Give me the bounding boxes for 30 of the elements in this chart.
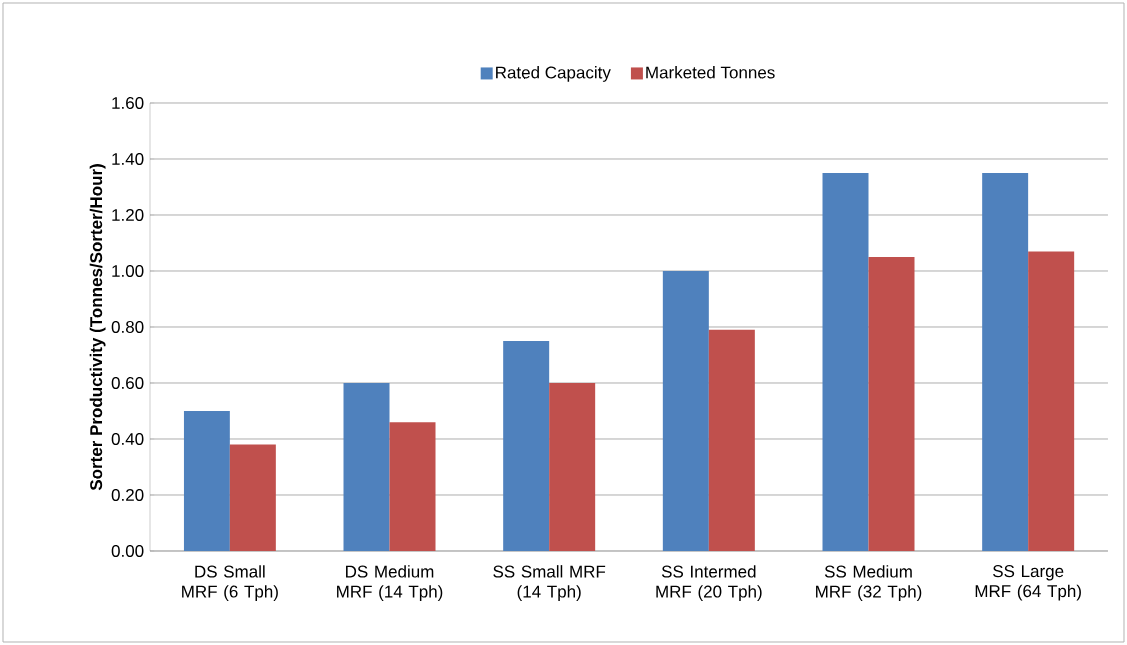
y-axis-title: Sorter Productivity (Tonnes/Sorter/Hour)	[89, 164, 106, 491]
x-tick-label: SS Large MRF (64 Tph)	[975, 565, 1081, 601]
x-tick-label: SS Medium MRF (32 Tph)	[816, 565, 922, 601]
bar	[868, 256, 915, 551]
bar	[822, 172, 869, 551]
bar	[549, 382, 596, 551]
bar	[503, 340, 550, 551]
bar	[982, 172, 1029, 551]
y-tick-label: 1.00	[112, 264, 144, 278]
legend-label: Rated Capacity	[496, 66, 611, 82]
y-tick-label: 1.60	[112, 96, 144, 110]
x-tick-label: SS Intermed MRF (20 Tph)	[656, 565, 762, 601]
y-tick-label: 0.40	[111, 432, 144, 446]
bar	[708, 329, 755, 551]
x-tick-label: DS Small MRF (6 Tph)	[182, 565, 278, 601]
bar	[229, 444, 276, 551]
y-tick-label: 0.00	[111, 544, 144, 558]
y-tick-label: 1.20	[112, 208, 144, 222]
y-tick-label: 1.40	[112, 152, 144, 166]
bar	[389, 422, 436, 551]
y-tick-label: 0.80	[111, 320, 144, 334]
y-tick-label: 0.60	[111, 376, 144, 390]
bar	[183, 410, 230, 551]
x-tick-label: DS Medium MRF (14 Tph)	[337, 565, 443, 601]
y-tick-label: 0.20	[111, 488, 144, 502]
x-tick-label: SS Small MRF (14 Tph)	[493, 565, 606, 601]
bar	[1028, 251, 1075, 551]
legend-label: Marketed Tonnes	[646, 66, 775, 79]
bar	[343, 382, 390, 551]
bar	[662, 270, 709, 551]
